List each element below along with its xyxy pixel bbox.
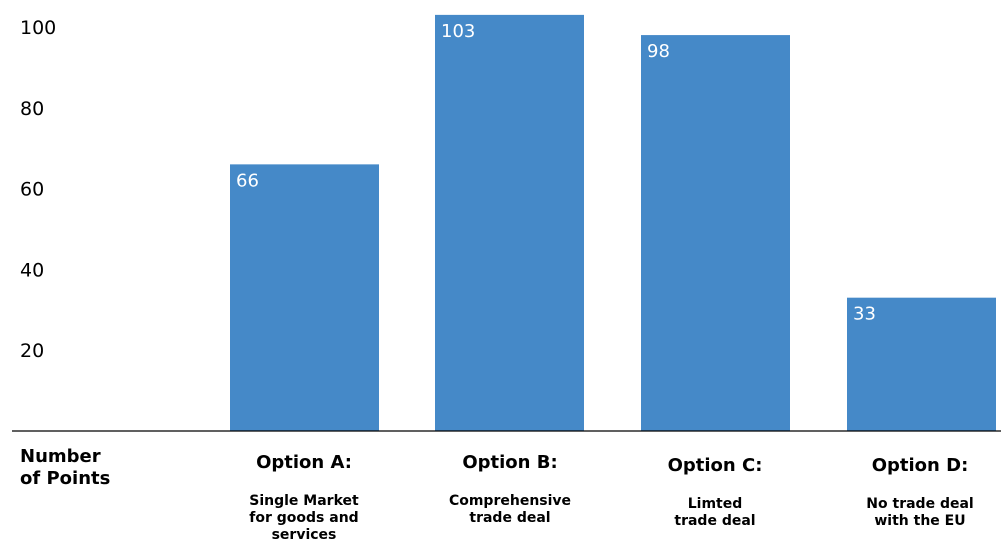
- y-tick-label: 40: [20, 259, 44, 281]
- y-axis-title-line-1: Number: [20, 446, 101, 467]
- y-axis-title: Number of Points: [20, 446, 140, 490]
- y-ticks-group: 20 40 60 80 100: [20, 17, 56, 362]
- y-tick-label: 100: [20, 17, 56, 39]
- category-description-line: Limted: [687, 496, 743, 512]
- category-description-line: for goods and: [249, 510, 359, 526]
- category-description-line: Single Market: [249, 493, 359, 509]
- y-tick-label: 80: [20, 98, 44, 120]
- category-label-option-c: Option C: Limted trade deal: [630, 455, 800, 530]
- category-description-line: with the EU: [874, 513, 966, 529]
- category-label-option-b: Option B: Comprehensive trade deal: [425, 452, 595, 527]
- data-label: 33: [853, 304, 876, 325]
- category-title: Option A:: [256, 452, 352, 473]
- category-description-line: trade deal: [469, 510, 551, 526]
- category-description-line: Comprehensive: [448, 493, 572, 509]
- category-description-line: No trade deal: [866, 496, 974, 512]
- category-description: Comprehensive trade deal: [425, 493, 595, 527]
- y-tick-label: 20: [20, 340, 44, 362]
- category-description: No trade deal with the EU: [835, 496, 1001, 530]
- category-description: Limted trade deal: [630, 496, 800, 530]
- y-tick-label: 60: [20, 179, 44, 201]
- category-title: Option C:: [667, 455, 763, 476]
- bar-a: [230, 164, 379, 432]
- bar-b: [435, 14, 584, 431]
- data-label: 103: [441, 21, 475, 42]
- category-title: Option D:: [871, 455, 969, 476]
- bar-c: [641, 35, 790, 432]
- category-label-option-a: Option A: Single Market for goods and se…: [219, 452, 389, 544]
- data-label: 66: [236, 170, 259, 191]
- category-description: Single Market for goods and services: [219, 493, 389, 544]
- category-description-line: trade deal: [674, 513, 756, 529]
- y-axis-title-line-2: of Points: [20, 468, 111, 489]
- data-label: 98: [647, 41, 670, 62]
- category-title: Option B:: [462, 452, 558, 473]
- bars-group: 66 103 98 33: [230, 14, 996, 432]
- category-label-option-d: Option D: No trade deal with the EU: [835, 455, 1001, 530]
- category-description-line: services: [271, 527, 337, 543]
- bar-d: [847, 297, 996, 431]
